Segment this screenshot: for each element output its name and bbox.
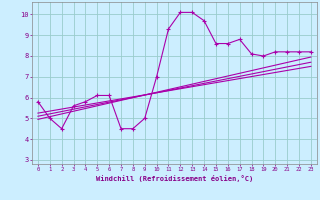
X-axis label: Windchill (Refroidissement éolien,°C): Windchill (Refroidissement éolien,°C) xyxy=(96,175,253,182)
